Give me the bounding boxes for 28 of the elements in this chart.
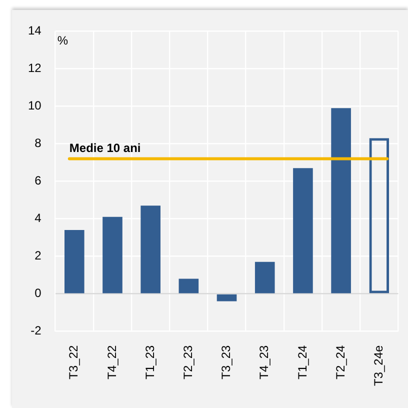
x-tick-label: T4_22 xyxy=(104,344,119,380)
y-tick-label: 14 xyxy=(28,24,42,38)
bar xyxy=(140,206,160,294)
x-tick-label: T4_23 xyxy=(257,344,272,380)
y-tick-label: 4 xyxy=(34,211,42,226)
bar xyxy=(331,108,351,294)
x-tick-label: T1_23 xyxy=(142,344,157,380)
y-tick-label: -2 xyxy=(30,324,42,338)
y-tick-label: 8 xyxy=(34,136,42,150)
bar xyxy=(102,216,122,294)
bar xyxy=(216,294,237,302)
x-tick-label: T1_24 xyxy=(295,344,310,380)
x-tick-label: T3_22 xyxy=(66,344,81,380)
x-tick-label: T3_23 xyxy=(219,344,234,380)
y-tick-label: 6 xyxy=(34,174,42,188)
y-tick-label: 2 xyxy=(34,248,42,263)
bar xyxy=(178,278,199,294)
x-tick-label: T3_24e xyxy=(371,344,386,386)
y-tick-label: 0 xyxy=(34,286,42,300)
ref-line-label: Medie 10 ani xyxy=(69,141,141,156)
y-tick-label: 12 xyxy=(28,61,42,76)
y-tick-label: 10 xyxy=(28,98,42,113)
y-axis-title: % xyxy=(57,34,68,48)
x-tick-label: T2_24 xyxy=(333,344,348,380)
bar xyxy=(293,168,313,294)
bar xyxy=(254,262,275,294)
bar xyxy=(64,230,84,294)
x-tick-label: T2_23 xyxy=(180,344,195,380)
